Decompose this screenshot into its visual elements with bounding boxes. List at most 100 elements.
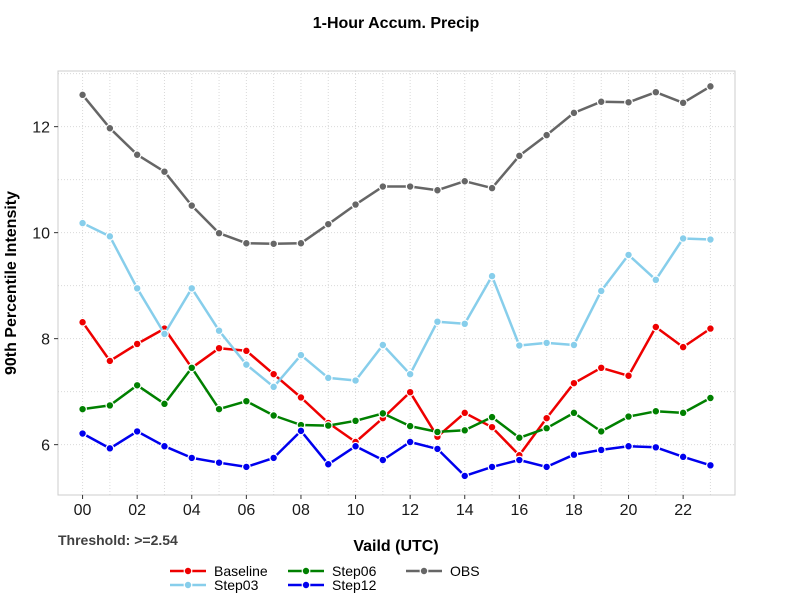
data-point-baseline (269, 369, 279, 379)
legend-item-obs: OBS (406, 563, 480, 579)
data-point-step12 (514, 455, 524, 465)
data-point-baseline (706, 324, 715, 333)
data-point-step03 (105, 231, 115, 241)
data-point-step03 (651, 275, 661, 285)
data-point-step06 (624, 412, 633, 421)
data-point-step12 (132, 427, 142, 436)
x-tick-label: 10 (347, 502, 365, 519)
x-tick-label: 20 (620, 502, 638, 519)
data-point-step03 (487, 271, 497, 281)
data-point-step03 (624, 250, 633, 260)
data-point-step12 (269, 453, 279, 463)
data-point-obs (433, 185, 442, 195)
data-point-obs (214, 228, 224, 238)
data-point-obs (487, 183, 497, 193)
data-point-obs (296, 238, 306, 248)
data-point-obs (678, 98, 688, 108)
data-point-step06 (433, 427, 442, 437)
data-point-step03 (132, 283, 142, 293)
legend-item-step12: Step12 (288, 577, 377, 593)
y-tick-label: 10 (32, 226, 50, 243)
series-line-step12 (82, 429, 711, 478)
x-tick-label: 16 (510, 502, 528, 519)
data-point-step06 (132, 380, 142, 390)
legend-swatch-dot-obs (419, 566, 429, 576)
data-point-step12 (323, 459, 333, 469)
data-point-step12 (706, 460, 715, 470)
data-point-step12 (487, 462, 497, 472)
data-point-obs (651, 87, 661, 97)
data-point-step06 (323, 421, 333, 430)
data-point-obs (78, 90, 87, 100)
series-line-obs (81, 85, 712, 246)
series-line-step03 (82, 221, 711, 389)
data-point-obs (542, 130, 552, 140)
data-point-obs (624, 97, 633, 107)
data-point-step03 (460, 319, 470, 329)
data-point-step12 (378, 455, 388, 465)
data-point-step12 (433, 444, 442, 454)
data-point-obs (241, 238, 251, 248)
data-point-step06 (378, 408, 388, 418)
grid (58, 71, 735, 495)
x-tick-label: 08 (292, 502, 310, 519)
data-point-step03 (405, 369, 415, 379)
data-point-step03 (433, 317, 442, 327)
threshold-annotation: Threshold: >=2.54 (58, 532, 178, 548)
series-layer (78, 81, 715, 481)
legend-label-step12: Step12 (332, 577, 377, 593)
data-point-baseline (132, 339, 142, 349)
y-tick-label: 8 (41, 332, 50, 349)
data-point-baseline (569, 378, 579, 388)
chart-title: 1-Hour Accum. Precip (313, 15, 480, 32)
data-point-step06 (460, 425, 470, 435)
data-point-step03 (296, 350, 306, 360)
y-tick-label: 12 (32, 120, 50, 137)
series-step06 (78, 363, 715, 443)
data-point-obs (514, 151, 524, 161)
data-point-baseline (678, 342, 688, 352)
data-point-step12 (214, 458, 224, 468)
data-point-obs (405, 182, 415, 191)
data-point-step03 (569, 340, 579, 350)
data-point-step06 (514, 433, 524, 443)
x-tick-label: 00 (74, 502, 92, 519)
data-point-step06 (542, 423, 552, 433)
legend-label-baseline: Baseline (214, 563, 268, 579)
data-point-obs (569, 108, 579, 118)
data-point-step12 (78, 429, 87, 438)
data-point-step03 (160, 329, 169, 339)
series-step12 (78, 426, 715, 481)
axis-ticks: 00 02 04 06 08 10 12 14 16 18 20 22 6 8 10 12 (32, 120, 692, 519)
data-point-baseline (596, 363, 606, 373)
data-point-obs (378, 182, 388, 191)
data-point-step03 (596, 286, 606, 296)
data-point-baseline (542, 413, 552, 423)
data-point-step03 (706, 235, 715, 244)
series-step03 (78, 218, 715, 392)
x-tick-label: 06 (237, 502, 255, 519)
data-point-step06 (651, 406, 661, 416)
legend-item-baseline: Baseline (170, 563, 268, 579)
data-point-step03 (542, 338, 552, 348)
data-point-obs (105, 123, 115, 133)
data-point-step03 (187, 283, 197, 293)
data-point-obs (132, 150, 142, 160)
data-point-step06 (569, 408, 579, 418)
data-point-step03 (514, 341, 524, 350)
data-point-step03 (378, 340, 388, 350)
legend-label-obs: OBS (450, 563, 480, 579)
data-point-step06 (596, 427, 606, 436)
plot-frame (57, 70, 736, 496)
data-point-step12 (651, 442, 661, 452)
series-line-step06 (82, 366, 711, 440)
data-point-obs (323, 219, 333, 229)
data-point-step12 (405, 437, 415, 447)
data-point-step06 (269, 411, 279, 420)
data-point-step12 (160, 441, 169, 451)
data-point-baseline (105, 356, 115, 366)
data-point-step12 (351, 441, 360, 451)
data-point-obs (187, 201, 197, 211)
